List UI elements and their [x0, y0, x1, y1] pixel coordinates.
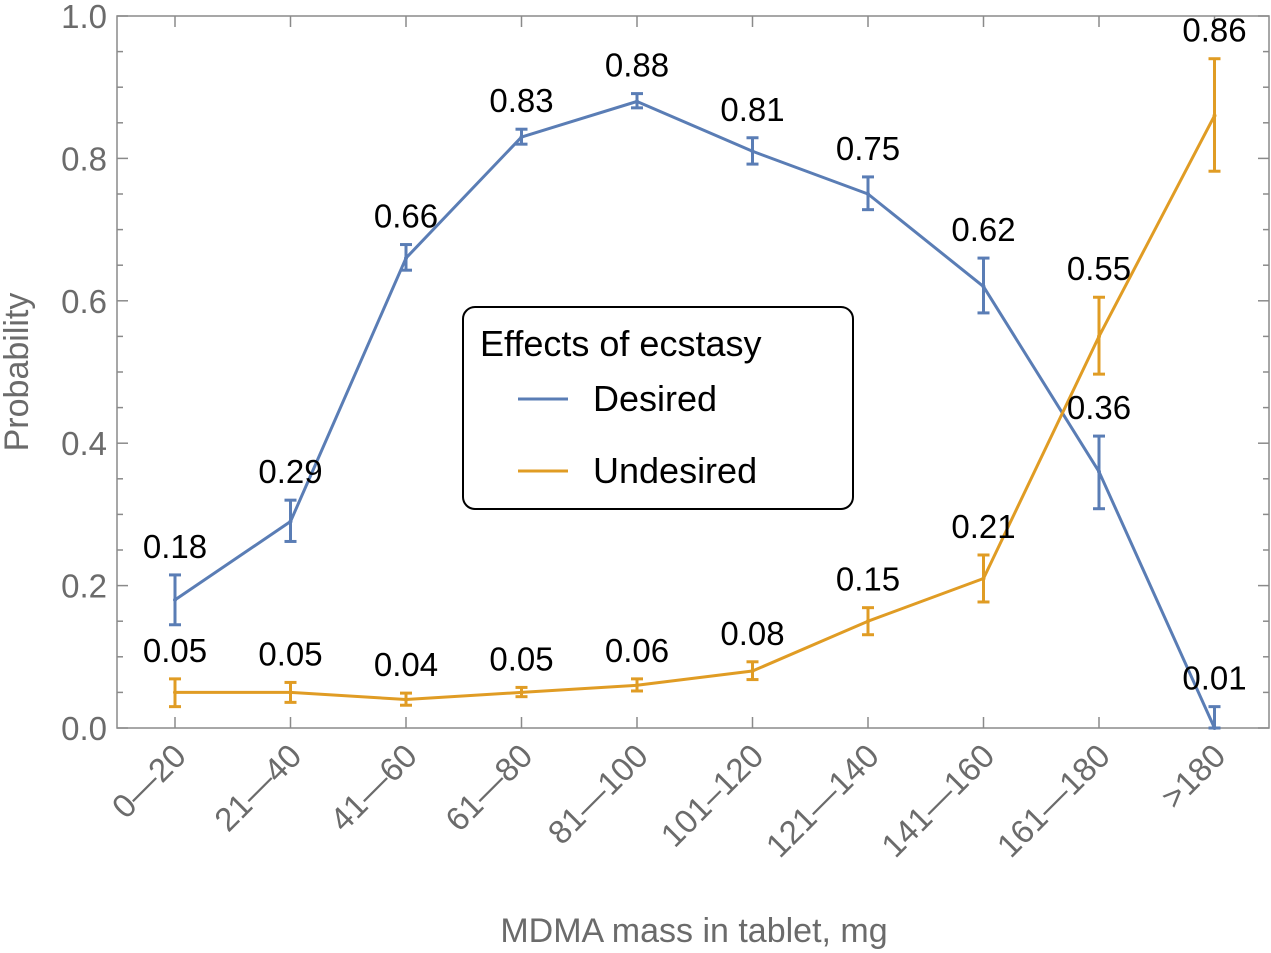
data-label-undesired: 0.05: [258, 635, 322, 672]
error-bar-undesired: [169, 677, 181, 709]
data-point-desired: [981, 284, 986, 289]
error-bar-undesired: [515, 685, 528, 699]
data-label-desired: 0.88: [605, 47, 669, 84]
data-label-desired: 0.29: [258, 453, 322, 490]
y-tick-label: 0.2: [61, 568, 107, 605]
data-label-undesired: 0.05: [489, 640, 553, 677]
y-tick-label: 0.0: [61, 710, 107, 747]
error-bar-desired: [1208, 705, 1221, 730]
x-tick-label: 0—20: [105, 737, 193, 825]
data-label-undesired: 0.21: [951, 508, 1015, 545]
data-label-desired: 0.36: [1067, 389, 1131, 426]
data-label-desired: 0.81: [720, 91, 784, 128]
x-axis-title: MDMA mass in tablet, mg: [500, 912, 887, 950]
data-point-desired: [288, 519, 293, 524]
x-tick-label: 121—140: [759, 737, 886, 864]
x-tick-label: 41—60: [323, 737, 424, 838]
y-tick-label: 1.0: [61, 0, 107, 35]
x-tick-label: 81—100: [541, 737, 655, 851]
data-label-desired: 0.66: [374, 198, 438, 235]
data-label-desired: 0.83: [489, 82, 553, 119]
error-bar-desired: [631, 92, 643, 110]
x-tick-label: 61—80: [438, 737, 539, 838]
data-point-desired: [866, 192, 870, 196]
data-point-desired: [1097, 469, 1101, 474]
legend-box: [462, 306, 854, 510]
series-layer: [169, 57, 1221, 730]
error-bar-desired: [169, 573, 181, 627]
data-point-desired: [173, 597, 177, 602]
data-label-undesired: 0.15: [836, 561, 900, 598]
error-bar-desired: [977, 256, 990, 315]
legend-title: Effects of ecstasy: [480, 323, 761, 364]
error-bar-undesired: [284, 680, 297, 704]
data-point-desired: [404, 256, 408, 261]
data-label-undesired: 0.06: [605, 632, 669, 669]
data-label-desired: 0.62: [951, 211, 1015, 248]
data-point-undesired: [750, 669, 755, 674]
x-tick-label: 101–120: [653, 737, 770, 854]
error-bar-undesired: [1093, 295, 1105, 376]
error-bar-desired: [1093, 434, 1105, 511]
y-tick-label: 0.8: [61, 140, 107, 177]
data-label-undesired: 0.55: [1067, 250, 1131, 287]
data-point-desired: [750, 149, 755, 154]
error-bar-desired: [284, 498, 297, 543]
data-label-undesired: 0.08: [720, 615, 784, 652]
data-label-undesired: 0.05: [143, 632, 207, 669]
data-point-desired: [1212, 726, 1217, 730]
data-point-undesired: [288, 690, 293, 695]
error-bar-desired: [400, 243, 412, 272]
data-point-undesired: [404, 697, 408, 702]
data-label-undesired: 0.86: [1182, 12, 1246, 49]
x-tick-label: 21—40: [207, 737, 308, 838]
series-line-undesired: [175, 114, 1216, 702]
error-bar-undesired: [862, 606, 874, 637]
series-line-desired: [174, 99, 1216, 729]
data-label-desired: 0.01: [1182, 660, 1246, 697]
legend-label-desired: Desired: [593, 378, 717, 419]
data-point-undesired: [173, 690, 177, 695]
data-label-undesired: 0.04: [374, 646, 438, 683]
x-tick-label: 161—180: [990, 737, 1117, 864]
y-axis-title: Probability: [0, 293, 36, 452]
y-tick-label: 0.6: [61, 283, 107, 320]
x-tick-label: 141—160: [874, 737, 1001, 864]
error-bar-undesired: [400, 691, 412, 707]
x-tick-label: >180: [1154, 737, 1233, 816]
legend: Effects of ecstasy Desired Undesired: [462, 306, 854, 510]
data-point-undesired: [981, 576, 986, 581]
legend-label-undesired: Undesired: [593, 450, 757, 491]
data-point-undesired: [1097, 334, 1101, 339]
data-point-desired: [635, 99, 639, 104]
data-label-desired: 0.18: [143, 528, 207, 565]
data-point-undesired: [519, 690, 524, 695]
data-point-desired: [519, 135, 524, 140]
y-tick-label: 0.4: [61, 425, 107, 462]
data-point-undesired: [635, 683, 639, 688]
error-bar-undesired: [977, 553, 990, 604]
error-bar-desired: [862, 175, 874, 212]
error-bar-undesired: [631, 677, 643, 693]
error-bar-desired: [746, 136, 759, 166]
data-point-undesired: [1212, 113, 1217, 118]
data-label-desired: 0.75: [836, 130, 900, 167]
error-bar-undesired: [1208, 57, 1221, 173]
error-bar-undesired: [746, 660, 759, 682]
error-bar-desired: [515, 127, 528, 146]
labels-layer: 0.18 0.29 0.66 0.83 0.88 0.81 0.75 0.62 0.36 0.01…: [143, 12, 1247, 697]
data-point-undesired: [866, 619, 870, 624]
